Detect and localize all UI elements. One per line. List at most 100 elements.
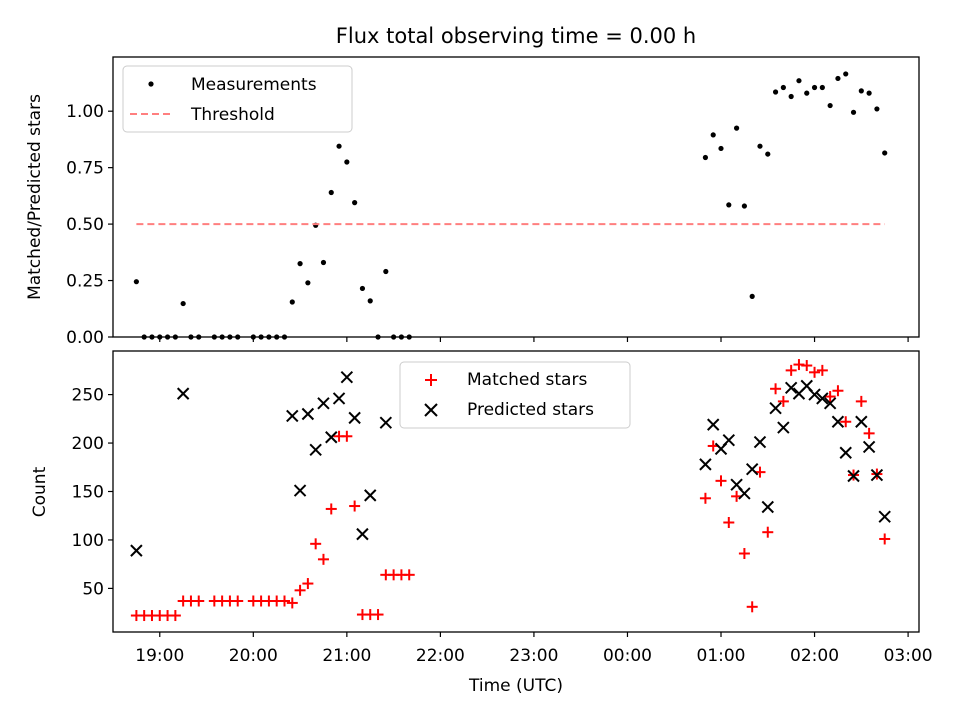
predicted-star-point (738, 487, 751, 500)
measurement-point (874, 106, 880, 112)
y-tick-label: 1.00 (66, 102, 104, 122)
bottom-legend-box (399, 361, 631, 429)
matched-star-point (341, 430, 353, 442)
measurement-point (796, 78, 802, 84)
matched-star-point (762, 526, 774, 538)
measurement-point (866, 90, 872, 96)
matched-star-point (403, 569, 415, 581)
predicted-star-point (808, 388, 821, 401)
matched-star-point (232, 595, 244, 607)
measurement-point (344, 159, 350, 165)
matched-star-point (770, 383, 782, 395)
measurement-point (726, 202, 732, 208)
measurement-point (383, 268, 389, 275)
y-tick-label: 50 (82, 579, 104, 599)
predicted-star-point (364, 489, 377, 502)
measurement-point (788, 93, 794, 100)
predicted-star-point (130, 544, 143, 557)
measurement-point (780, 84, 786, 91)
measurement-point (850, 109, 857, 115)
measurement-point (227, 334, 233, 340)
measurement-point (297, 261, 303, 267)
predicted-star-point (777, 421, 790, 434)
matched-star-point (349, 500, 361, 512)
measurement-point (718, 145, 724, 152)
bottom-y-axis-label: Count (30, 466, 50, 517)
measurement-point (305, 280, 311, 286)
predicted-star-point (816, 392, 829, 405)
x-tick-label: 20:00 (229, 646, 278, 666)
measurement-point (133, 279, 139, 285)
matched-star-point (832, 385, 844, 397)
measurement-point (164, 334, 171, 340)
predicted-star-point (862, 440, 876, 454)
measurement-point (367, 298, 373, 304)
matched-star-point (840, 416, 852, 428)
legend-measurements-label: Measurements (191, 75, 317, 95)
matched-star-point (801, 360, 813, 372)
x-tick-label: 22:00 (416, 646, 465, 666)
measurement-point (391, 334, 397, 340)
top-legend: Measurements Threshold (122, 65, 353, 133)
measurement-point (196, 334, 202, 340)
matched-star-point (746, 601, 758, 613)
matched-star-point (193, 595, 205, 607)
measurement-point (375, 334, 381, 340)
matched-star-point (317, 553, 329, 565)
top-data-marks (133, 71, 888, 340)
measurement-point (811, 84, 818, 91)
measurement-point (258, 334, 264, 340)
predicted-star-point (855, 415, 868, 428)
x-tick-label: 02:00 (790, 646, 839, 666)
y-tick-label: 200 (72, 434, 104, 454)
predicted-star-point (699, 458, 712, 471)
y-tick-label: 0.25 (66, 272, 104, 292)
x-tick-label: 21:00 (322, 646, 371, 666)
matched-star-point (302, 578, 314, 590)
predicted-star-point (823, 397, 837, 410)
measurement-point (882, 150, 888, 156)
predicted-star-point (293, 484, 307, 497)
matched-star-point (738, 548, 750, 560)
predicted-star-point (878, 510, 891, 523)
matched-star-point (278, 595, 290, 607)
measurement-point (741, 203, 747, 209)
predicted-star-point (784, 381, 798, 395)
measurement-point (827, 102, 833, 109)
predicted-star-point (317, 397, 330, 410)
top-panel: 0.00 0.25 0.50 0.75 1.00 Matched/Predicted s… (25, 56, 920, 348)
predicted-star-point (340, 370, 354, 384)
predicted-star-point (356, 527, 369, 541)
legend-matched-label: Matched stars (467, 370, 587, 390)
predicted-star-point (722, 433, 736, 447)
measurement-point (281, 334, 288, 340)
measurement-point (235, 334, 241, 340)
measurement-point (274, 334, 280, 340)
matched-star-point (325, 503, 337, 515)
predicted-star-point (847, 469, 860, 483)
bottom-legend: Matched stars Predicted stars (399, 361, 631, 429)
chart-title: Flux total observing time = 0.00 h (336, 24, 696, 48)
x-tick-label: 23:00 (509, 646, 558, 666)
bottom-panel: 50 100 150 200 250 19:00 20:00 21:00 22:00 23:00… (30, 350, 933, 696)
matched-star-point (310, 538, 322, 550)
measurement-point (289, 299, 295, 305)
measurement-point (772, 89, 779, 95)
measurement-point (359, 285, 366, 292)
predicted-star-point (839, 446, 852, 459)
predicted-star-point (325, 431, 338, 444)
matched-star-point (855, 395, 867, 407)
top-y-axis-label: Matched/Predicted stars (25, 94, 45, 300)
predicted-star-point (769, 401, 782, 415)
bottom-data-marks (130, 359, 891, 622)
measurement-point (352, 200, 358, 206)
matched-star-point (169, 610, 181, 622)
y-tick-label: 100 (72, 531, 104, 551)
matched-star-point (809, 366, 821, 378)
measurement-point (406, 334, 412, 340)
measurement-point (819, 84, 825, 91)
matched-star-point (879, 533, 891, 545)
measurement-point (157, 334, 163, 340)
legend-measurements-marker (148, 81, 154, 87)
